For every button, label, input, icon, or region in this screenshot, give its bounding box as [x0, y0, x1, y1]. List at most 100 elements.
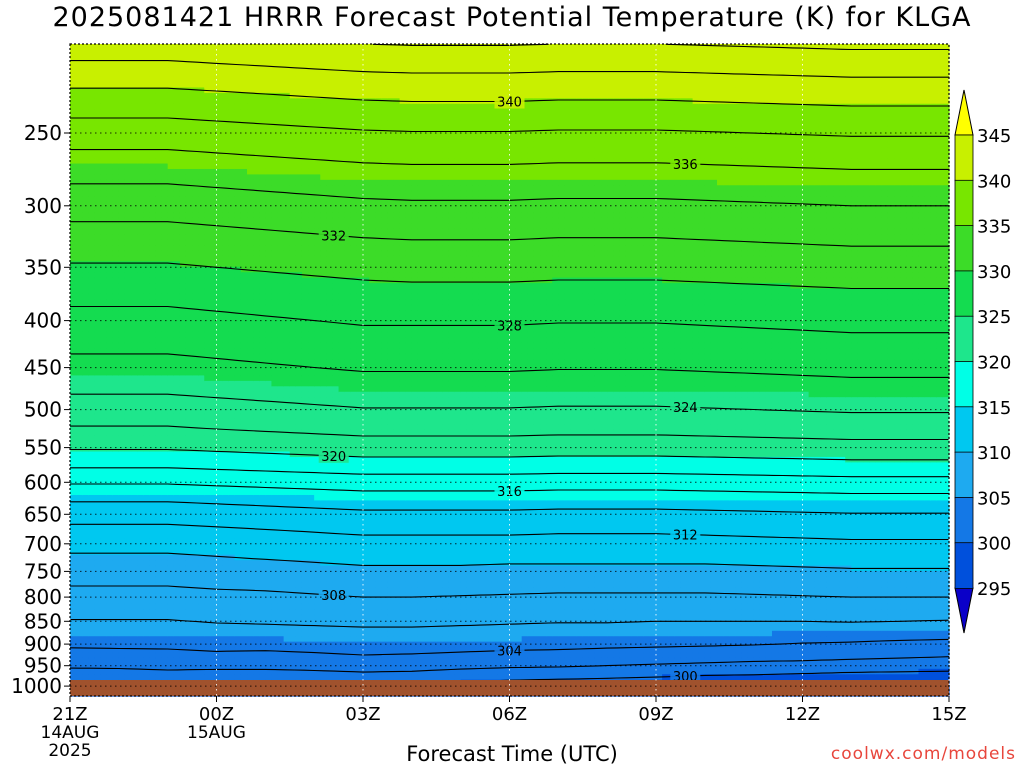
field-cell — [192, 65, 199, 72]
field-cell — [314, 663, 321, 670]
field-cell — [167, 386, 175, 393]
field-cell — [265, 348, 273, 355]
field-cell — [210, 255, 218, 262]
field-cell — [204, 304, 211, 311]
field-cell — [192, 538, 199, 545]
field-cell — [179, 71, 187, 78]
field-cell — [253, 413, 260, 420]
field-cell — [247, 125, 254, 132]
field-cell — [222, 516, 230, 523]
field-cell — [161, 315, 169, 322]
field-cell — [308, 321, 315, 328]
field-cell — [265, 245, 273, 252]
field-cell — [70, 103, 77, 110]
field-cell — [131, 592, 138, 599]
field-cell — [283, 614, 291, 621]
field-cell — [100, 636, 108, 643]
field-cell — [131, 435, 138, 442]
field-cell — [259, 456, 266, 463]
field-cell — [277, 255, 285, 262]
field-cell — [295, 288, 303, 295]
field-cell — [179, 49, 187, 56]
field-cell — [106, 304, 114, 311]
field-cell — [247, 245, 254, 252]
field-cell — [320, 266, 327, 273]
field-cell — [265, 554, 273, 561]
field-cell — [216, 538, 224, 545]
field-cell — [301, 380, 309, 387]
field-cell — [308, 505, 315, 512]
field-cell — [247, 603, 254, 610]
field-cell — [88, 201, 96, 208]
field-cell — [265, 54, 273, 61]
field-cell — [271, 565, 279, 572]
field-cell — [259, 98, 266, 105]
field-cell — [289, 494, 297, 501]
field-cell — [253, 391, 260, 398]
field-cell — [124, 288, 132, 295]
field-cell — [234, 565, 242, 572]
field-cell — [247, 109, 254, 116]
field-cell — [198, 674, 205, 681]
field-cell — [88, 212, 96, 219]
field-cell — [124, 223, 132, 230]
field-cell — [76, 663, 83, 670]
field-cell — [149, 533, 157, 540]
field-cell — [149, 207, 157, 214]
field-cell — [192, 533, 199, 540]
field-cell — [143, 380, 150, 387]
field-cell — [295, 250, 303, 257]
field-cell — [118, 598, 126, 605]
field-cell — [124, 484, 132, 491]
field-cell — [173, 636, 181, 643]
field-cell — [265, 212, 273, 219]
field-cell — [88, 592, 96, 599]
field-cell — [222, 147, 230, 154]
field-cell — [259, 315, 266, 322]
field-cell — [198, 288, 205, 295]
field-cell — [301, 174, 309, 181]
field-cell — [137, 668, 144, 675]
field-cell — [253, 489, 260, 496]
field-cell — [253, 494, 260, 501]
field-cell — [161, 321, 169, 328]
field-cell — [173, 505, 181, 512]
field-cell — [161, 71, 169, 78]
field-cell — [308, 630, 315, 637]
field-cell — [185, 391, 193, 398]
field-cell — [112, 494, 120, 501]
field-cell — [112, 657, 120, 664]
field-cell — [137, 451, 144, 458]
field-cell — [253, 207, 260, 214]
field-cell — [106, 82, 114, 89]
field-cell — [301, 554, 309, 561]
field-cell — [131, 657, 138, 664]
field-cell — [185, 598, 193, 605]
field-cell — [259, 234, 266, 241]
field-cell — [253, 245, 260, 252]
field-cell — [82, 630, 89, 637]
field-cell — [320, 120, 327, 127]
field-cell — [222, 473, 230, 480]
field-cell — [301, 223, 309, 230]
field-cell — [118, 619, 126, 626]
field-cell — [124, 652, 132, 659]
field-cell — [295, 44, 303, 51]
field-cell — [228, 82, 236, 89]
field-cell — [308, 663, 315, 670]
field-cell — [106, 141, 114, 148]
field-cell — [204, 484, 211, 491]
field-cell — [228, 641, 236, 648]
field-cell — [234, 446, 242, 453]
field-cell — [137, 179, 144, 186]
field-cell — [173, 619, 181, 626]
field-cell — [314, 571, 321, 578]
field-cell — [124, 397, 132, 404]
field-cell — [295, 516, 303, 523]
field-cell — [185, 576, 193, 583]
field-cell — [210, 598, 218, 605]
field-cell — [149, 250, 157, 257]
field-cell — [283, 87, 291, 94]
field-cell — [204, 375, 211, 382]
field-cell — [179, 418, 187, 425]
